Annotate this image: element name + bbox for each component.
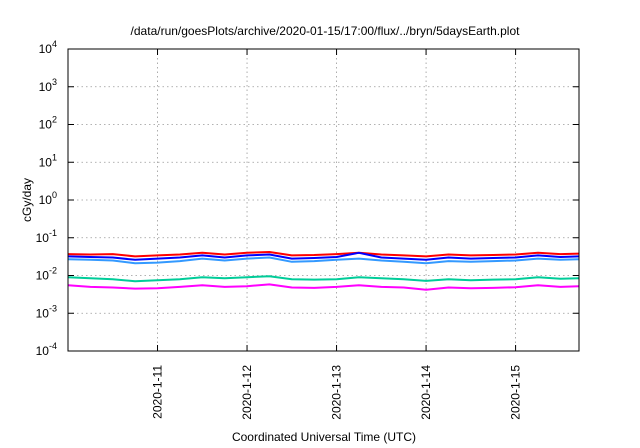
y-axis: 10-4 10-3 10-2 10-1 100 101 102 103 104 — [36, 39, 579, 358]
y-tick-label: 102 — [39, 115, 57, 132]
y-tick-label: 104 — [39, 39, 57, 56]
series-line-2 — [67, 251, 580, 261]
y-tick-label: 10-1 — [36, 228, 57, 245]
y-tick-label: 101 — [39, 152, 57, 169]
y-tick-label: 103 — [39, 77, 57, 94]
plot-frame — [67, 48, 580, 352]
x-tick-label: 2020-1-15 — [509, 365, 523, 420]
series-line-4 — [67, 275, 580, 283]
x-tick-label: 2020-1-13 — [330, 365, 344, 420]
y-tick-label: 10-3 — [36, 303, 57, 320]
x-tick-label: 2020-1-14 — [419, 365, 433, 420]
y-tick-label: 100 — [39, 190, 57, 207]
grid — [68, 49, 579, 351]
series-line-1 — [67, 251, 580, 258]
x-tick-label: 2020-1-11 — [151, 365, 165, 419]
x-axis: 2020-1-11 2020-1-12 2020-1-13 2020-1-14 2020… — [151, 49, 523, 420]
y-tick-label: 10-4 — [36, 341, 57, 358]
y-tick-label: 10-2 — [36, 266, 57, 283]
y-axis-label: cGy/day — [20, 178, 34, 222]
x-axis-label: Coordinated Universal Time (UTC) — [232, 430, 416, 444]
x-tick-label: 2020-1-12 — [240, 365, 254, 420]
series-group — [67, 251, 580, 291]
series-line-3 — [67, 256, 580, 265]
chart-title: /data/run/goesPlots/archive/2020-01-15/1… — [131, 24, 521, 38]
series-line-5 — [67, 283, 580, 291]
